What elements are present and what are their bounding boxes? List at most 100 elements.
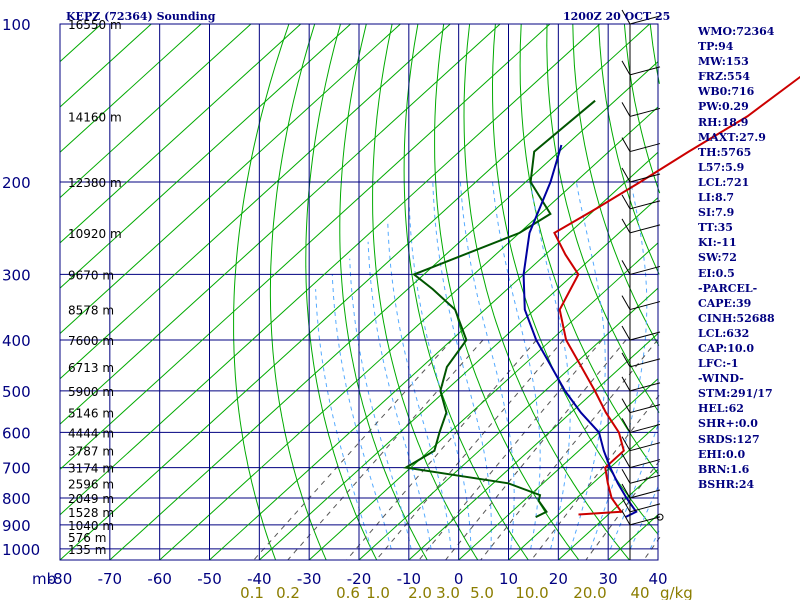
temperature-profile (553, 75, 800, 516)
mixing-ratio-unit: g/kg (660, 584, 693, 600)
dry-adiabat (463, 23, 630, 561)
pressure-tick-label: 100 (2, 16, 31, 34)
index-value: 52688 (736, 311, 775, 325)
moist-adiabat (408, 203, 472, 549)
wind-barb (629, 489, 661, 499)
index-label: SRDS: (698, 432, 737, 446)
isotherm (59, 23, 102, 63)
index-value: -PARCEL- (698, 281, 758, 295)
index-label: STM: (698, 387, 731, 401)
index-row: CINH:52688 (698, 311, 775, 326)
index-label: CAP: (698, 341, 728, 355)
parcel-profile (522, 144, 638, 518)
index-value: 632 (726, 326, 750, 340)
index-value: 72 (721, 251, 737, 265)
temperature-tick-label: -50 (197, 570, 222, 588)
wind-barb-flag (621, 137, 631, 152)
height-label: 135 m (68, 543, 106, 557)
dry-adiabat (403, 23, 529, 561)
index-row: EHI:0.0 (698, 447, 775, 462)
wind-barb-flag (621, 9, 631, 25)
moist-adiabat (459, 181, 515, 549)
index-label: MW: (698, 55, 726, 69)
index-value: 35 (717, 221, 733, 235)
temperature-tick-label: 20 (549, 570, 568, 588)
mixing-ratio-line (480, 339, 658, 561)
mixing-ratio-label: 2.0 (408, 584, 432, 600)
index-row: SHR+:0.0 (698, 416, 775, 431)
height-label: 4444 m (68, 426, 114, 440)
isotherm (59, 23, 551, 470)
mixing-ratio-label: 3.0 (436, 584, 460, 600)
wind-barb-flag (621, 167, 631, 183)
index-value: 0.0 (738, 417, 758, 431)
wind-barb (629, 382, 661, 392)
wind-barb-flag (621, 469, 631, 484)
height-label: 7600 m (68, 334, 114, 348)
isotherm (607, 514, 659, 561)
index-row: MW:153 (698, 54, 775, 69)
wind-barb-flag (621, 60, 631, 76)
chart-time: 1200Z 20 OCT 25 (563, 10, 670, 23)
index-row: SI:7.9 (698, 205, 775, 220)
mixing-ratio-label: 0.2 (276, 584, 300, 600)
height-label: 1528 m (68, 506, 114, 520)
index-value: 62 (728, 402, 744, 416)
wind-barb-flag (621, 418, 631, 433)
wind-barb (629, 265, 661, 275)
index-label: SHR+: (698, 417, 739, 431)
pressure-tick-label: 900 (2, 517, 31, 535)
index-label: KI: (698, 236, 717, 250)
index-label: TP: (698, 40, 719, 54)
mixing-ratio-line (418, 339, 603, 561)
index-label: HEL: (698, 402, 729, 416)
index-row: LFC:-1 (698, 356, 775, 371)
pressure-tick-label: 600 (2, 424, 31, 442)
temperature-tick-label: 10 (499, 570, 518, 588)
isotherm (59, 23, 302, 244)
height-label: 5900 m (68, 385, 114, 399)
index-value: 716 (731, 85, 755, 99)
wind-barb-flag (621, 483, 631, 499)
isotherm (308, 242, 659, 561)
height-label: 14160 m (68, 110, 122, 124)
wind-barb (629, 301, 661, 311)
wind-barb (629, 459, 661, 469)
index-value: 721 (726, 175, 750, 189)
height-label: 3174 m (68, 462, 114, 476)
index-value: 18.9 (721, 115, 749, 129)
moist-adiabat (315, 289, 372, 550)
wind-barb (629, 224, 661, 234)
index-label: LFC: (698, 357, 727, 371)
height-label: 3787 m (68, 445, 114, 459)
index-row: SW:72 (698, 250, 775, 265)
isotherm (59, 23, 401, 334)
wind-barb (629, 331, 661, 341)
height-label: 9670 m (68, 268, 114, 282)
index-row: -PARCEL- (698, 281, 775, 296)
index-value: 153 (725, 55, 749, 69)
pressure-tick-label: 700 (2, 460, 31, 478)
index-row: TH:5765 (698, 145, 775, 160)
dry-adiabat (269, 23, 327, 561)
index-value: 24 (738, 477, 755, 491)
wind-barb-flag (621, 194, 631, 210)
isotherm (209, 151, 659, 561)
pressure-tick-label: 1000 (2, 541, 40, 559)
isotherm (109, 61, 659, 561)
height-label: 16550 m (68, 18, 122, 32)
isotherm (408, 333, 659, 561)
mixing-ratio-line (253, 339, 453, 561)
height-label: 12380 m (68, 176, 122, 190)
temperature-tick-label: -20 (347, 570, 372, 588)
index-row: CAP:10.0 (698, 341, 775, 356)
isotherm (59, 23, 252, 198)
index-label: LCL: (698, 326, 727, 340)
temperature-tick-label: -60 (147, 570, 172, 588)
index-value: 127 (736, 432, 760, 446)
wind-barb (629, 173, 661, 183)
wind-barb (629, 474, 661, 484)
index-label: SI: (698, 206, 716, 220)
index-row: LI:8.7 (698, 190, 775, 205)
